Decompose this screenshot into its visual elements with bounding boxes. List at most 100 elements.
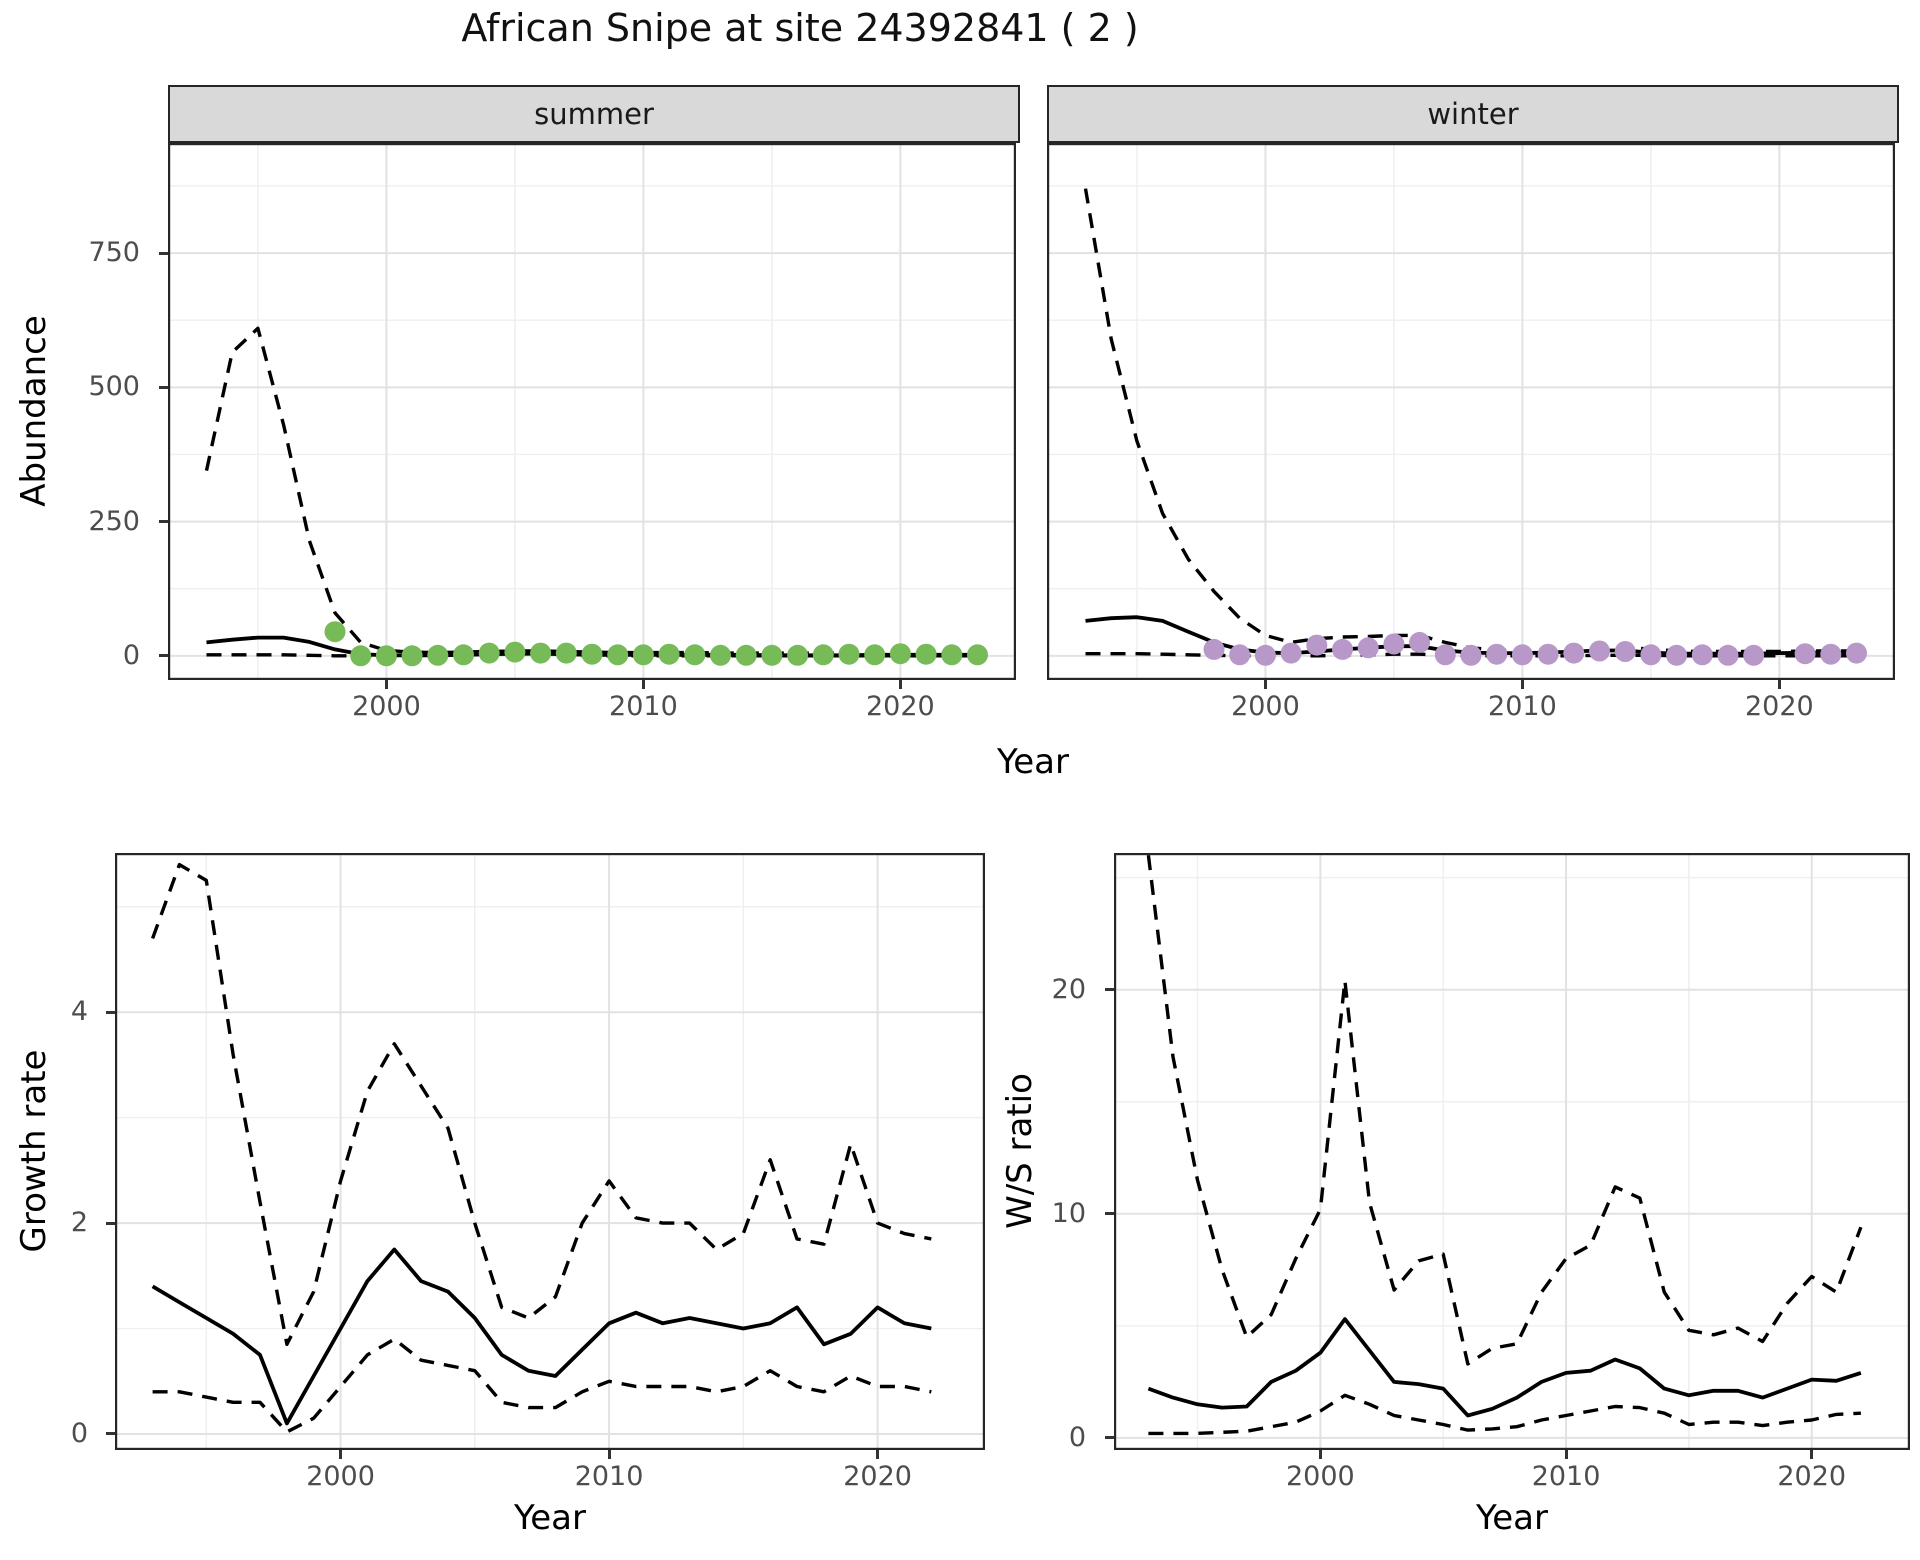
ws_ratio-lower_ci-line xyxy=(1148,1393,1861,1436)
x-tick-label: 2000 xyxy=(1286,1461,1355,1492)
y-tick-mark xyxy=(159,654,168,658)
x-tick-mark xyxy=(339,1450,343,1459)
growth_rate-fit-line xyxy=(151,1247,932,1426)
winter_abundance-observation-point xyxy=(1614,641,1636,662)
summer_abundance-observation-point xyxy=(761,644,783,666)
x-tick-label: 2020 xyxy=(866,691,935,722)
y-tick-label: 500 xyxy=(88,371,140,403)
x-tick-label: 2000 xyxy=(352,691,421,722)
x-tick-mark xyxy=(898,680,902,689)
winter_abundance-observation-point xyxy=(1846,642,1867,664)
winter_abundance-observation-point xyxy=(1460,644,1482,666)
x-tick-mark xyxy=(1318,1450,1322,1459)
winter_abundance-observation-point xyxy=(1383,633,1405,655)
year-axis-title-top: Year xyxy=(997,742,1069,782)
summer_abundance-observation-point xyxy=(504,641,526,663)
winter_abundance-observation-point xyxy=(1666,644,1688,666)
winter_abundance-observation-point xyxy=(1434,644,1456,666)
y-tick-label: 2 xyxy=(70,1207,88,1239)
summer_abundance-observation-point xyxy=(838,643,860,665)
summer_abundance-observation-point xyxy=(684,644,706,666)
facet-strip-winter-label: winter xyxy=(1427,97,1519,131)
x-tick-label: 2020 xyxy=(1745,691,1814,722)
year-axis-title-ws: Year xyxy=(1476,1498,1548,1538)
chart-title: African Snipe at site 24392841 ( 2 ) xyxy=(461,6,1139,50)
summer_abundance-observation-point xyxy=(787,644,809,666)
summer_abundance-observation-point xyxy=(735,644,757,666)
winter_abundance-observation-point xyxy=(1691,644,1713,666)
ws_ratio-fit-line xyxy=(1147,1317,1862,1418)
winter_abundance-observation-point xyxy=(1409,631,1431,653)
ws-ratio-chart xyxy=(1114,853,1910,1450)
summer_abundance-observation-point xyxy=(632,644,654,666)
summer_abundance-observation-point xyxy=(658,643,680,665)
x-tick-label: 2010 xyxy=(574,1461,644,1492)
winter_abundance-observation-point xyxy=(1306,634,1328,656)
summer_abundance-observation-point xyxy=(401,645,423,667)
winter_abundance-observation-point xyxy=(1717,644,1739,666)
winter_abundance-observation-point xyxy=(1254,644,1276,666)
x-tick-label: 2010 xyxy=(609,691,678,722)
x-tick-label: 2020 xyxy=(1777,1461,1847,1492)
x-tick-mark xyxy=(384,680,388,689)
summer_abundance-observation-point xyxy=(453,644,474,666)
x-tick-label: 2020 xyxy=(843,1461,912,1492)
facet-strip-winter: winter xyxy=(1047,85,1899,143)
winter_abundance-observation-point xyxy=(1537,643,1559,665)
y-tick-mark xyxy=(159,520,168,524)
growth_rate-upper_ci-line xyxy=(151,862,932,1347)
summer_abundance-observation-point xyxy=(607,644,629,666)
y-tick-mark xyxy=(1105,1212,1114,1216)
summer_abundance-observation-point xyxy=(530,642,552,664)
summer_abundance-observation-point xyxy=(812,644,834,666)
summer_abundance-observation-point xyxy=(710,644,731,666)
growth-rate-chart xyxy=(115,853,985,1450)
winter_abundance-observation-point xyxy=(1357,637,1379,659)
y-tick-mark xyxy=(159,251,168,255)
summer_abundance-observation-point xyxy=(967,644,988,666)
growth_rate-lower_ci-line xyxy=(152,1337,932,1434)
x-tick-mark xyxy=(1520,680,1524,689)
winter_abundance-observation-point xyxy=(1794,643,1816,665)
winter_abundance-observation-point xyxy=(1511,644,1533,666)
winter_abundance-observation-point xyxy=(1203,638,1225,660)
y-tick-mark xyxy=(106,1432,115,1436)
winter_abundance-observation-point xyxy=(1280,642,1302,664)
winter_abundance-observation-point xyxy=(1229,644,1251,666)
y-tick-label: 750 xyxy=(88,237,140,269)
y-tick-mark xyxy=(1105,1436,1114,1440)
y-tick-mark xyxy=(106,1010,115,1014)
summer_abundance-observation-point xyxy=(427,644,449,666)
winter-abundance-chart xyxy=(1047,143,1895,680)
summer_abundance-observation-point xyxy=(478,642,500,664)
y-tick-label: 20 xyxy=(1051,973,1086,1005)
x-tick-mark xyxy=(1263,680,1267,689)
winter_abundance-observation-point xyxy=(1486,643,1508,665)
y-tick-label: 4 xyxy=(70,996,88,1028)
x-tick-mark xyxy=(1777,680,1781,689)
winter_abundance-observation-point xyxy=(1820,643,1842,665)
winter_abundance-observation-point xyxy=(1563,642,1585,664)
y-tick-label: 250 xyxy=(88,505,140,537)
abundance-axis-title: Abundance xyxy=(14,315,54,507)
x-tick-label: 2000 xyxy=(1231,691,1300,722)
summer_abundance-observation-point xyxy=(581,643,603,665)
x-tick-mark xyxy=(1564,1450,1568,1459)
summer_abundance-observation-point xyxy=(941,644,963,666)
x-tick-label: 2010 xyxy=(1488,691,1557,722)
y-tick-mark xyxy=(106,1221,115,1225)
y-tick-label: 0 xyxy=(1068,1421,1086,1453)
summer_abundance-observation-point xyxy=(555,642,577,664)
summer_abundance-observation-point xyxy=(915,643,937,665)
ws_ratio-upper_ci-line xyxy=(1146,854,1863,1366)
y-tick-label: 0 xyxy=(70,1417,88,1449)
summer-abundance-chart xyxy=(168,143,1016,680)
summer_abundance-observation-point xyxy=(375,645,397,667)
summer_abundance-observation-point xyxy=(889,643,911,665)
year-axis-title-growth: Year xyxy=(514,1498,586,1538)
y-tick-label: 0 xyxy=(122,639,140,671)
summer_abundance-observation-point xyxy=(864,644,886,666)
facet-strip-summer-label: summer xyxy=(534,97,654,131)
x-tick-mark xyxy=(1810,1450,1814,1459)
